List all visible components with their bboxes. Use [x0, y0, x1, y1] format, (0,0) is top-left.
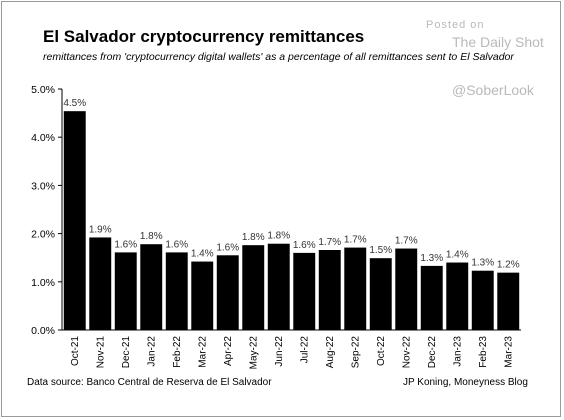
bar-Jan-23	[446, 262, 469, 330]
bar-Nov-22	[395, 248, 418, 330]
x-tick-label: Nov-21	[95, 336, 106, 369]
x-tick-label: May-22	[248, 336, 259, 370]
data-label: 1.6%	[165, 239, 188, 250]
data-label: 1.4%	[446, 250, 469, 261]
bar-May-22	[242, 245, 265, 330]
y-tick-label: 4.0%	[31, 132, 55, 144]
bar-Apr-22	[216, 255, 239, 330]
x-tick-label: Aug-22	[325, 336, 336, 369]
x-tick-label: Jun-22	[274, 336, 285, 367]
y-tick-label: 5.0%	[31, 84, 55, 96]
x-tick-label: Dec-21	[121, 336, 132, 369]
bar-Feb-23	[471, 270, 494, 330]
bar-Oct-22	[369, 258, 392, 330]
data-label: 1.6%	[114, 239, 137, 250]
x-tick-label: Oct-22	[376, 336, 387, 366]
data-source-note: Data source: Banco Central de Reserva de…	[27, 377, 272, 388]
x-tick-label: Jan-23	[452, 336, 463, 367]
x-tick-label: Mar-22	[197, 336, 208, 368]
bar-Dec-22	[420, 265, 443, 330]
data-label: 1.4%	[191, 249, 214, 260]
data-label: 1.3%	[420, 253, 443, 264]
data-label: 1.5%	[369, 245, 392, 256]
bar-Nov-21	[89, 237, 112, 330]
y-tick-label: 3.0%	[31, 180, 55, 192]
y-tick-label: 0.0%	[31, 325, 55, 337]
data-label: 1.6%	[216, 242, 239, 253]
bar-Sep-22	[344, 247, 367, 330]
x-tick-label: Mar-23	[503, 336, 514, 368]
bar-Mar-23	[497, 272, 520, 330]
x-tick-label: Feb-22	[172, 336, 183, 368]
x-tick-label: Nov-22	[401, 336, 412, 369]
x-tick-label: Apr-22	[223, 336, 234, 366]
x-tick-label: Oct-21	[70, 336, 81, 366]
x-tick-label: Sep-22	[350, 336, 361, 369]
data-label: 1.2%	[497, 260, 520, 271]
bar-Jan-22	[140, 244, 163, 330]
bar-Aug-22	[318, 249, 341, 330]
data-label: 1.9%	[89, 224, 112, 235]
y-tick-label: 1.0%	[31, 277, 55, 289]
bar-Oct-21	[63, 111, 86, 330]
bar-Jun-22	[267, 243, 290, 330]
bar-Jul-22	[293, 252, 316, 330]
x-tick-label: Dec-22	[427, 336, 438, 369]
watermark-posted: Posted on	[426, 19, 485, 31]
bar-Dec-21	[114, 252, 137, 330]
author-credit: JP Koning, Moneyness Blog	[403, 377, 528, 388]
bar-Feb-22	[165, 252, 188, 330]
data-label: 1.7%	[318, 237, 341, 248]
chart-title: El Salvador cryptocurrency remittances	[43, 27, 365, 46]
watermark-site: The Daily Shot	[452, 34, 544, 50]
data-label: 1.7%	[344, 235, 367, 246]
x-tick-label: Jul-22	[299, 336, 310, 364]
data-label: 1.8%	[267, 231, 290, 242]
x-tick-label: Jan-22	[146, 336, 157, 367]
data-label: 1.3%	[471, 258, 494, 269]
data-label: 1.8%	[242, 232, 265, 243]
watermark-handle: @SoberLook	[452, 82, 534, 98]
data-label: 4.5%	[63, 98, 86, 109]
data-label: 1.7%	[395, 236, 418, 247]
data-label: 1.6%	[293, 240, 316, 251]
y-tick-label: 2.0%	[31, 229, 55, 241]
x-tick-label: Feb-23	[478, 336, 489, 368]
chart-subtitle: remittances from 'cryptocurrency digital…	[43, 51, 514, 63]
bar-Mar-22	[191, 261, 214, 330]
data-label: 1.8%	[140, 231, 163, 242]
